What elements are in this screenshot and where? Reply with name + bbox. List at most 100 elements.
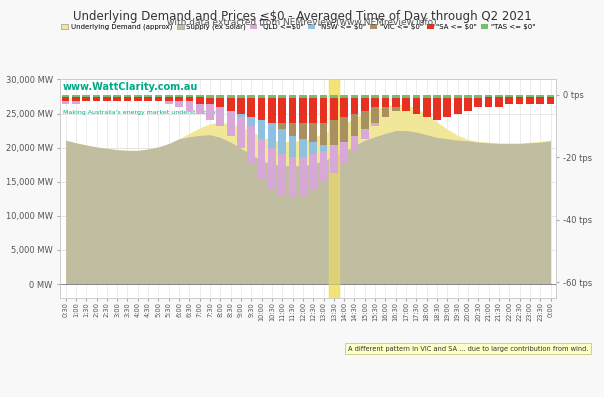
Bar (516, 95, 524, 101)
Bar (443, 95, 451, 101)
Bar (495, 95, 503, 101)
Bar (134, 95, 142, 101)
Bar (464, 95, 472, 111)
Bar (226, 95, 234, 98)
Bar (371, 95, 379, 114)
Bar (103, 95, 111, 101)
Bar (443, 95, 451, 117)
Bar (516, 95, 524, 96)
Bar (155, 95, 162, 101)
Bar (103, 95, 111, 98)
Bar (433, 95, 441, 104)
Bar (124, 95, 131, 98)
Bar (114, 95, 121, 101)
Bar (92, 95, 100, 101)
Bar (103, 95, 111, 98)
Bar (329, 79, 339, 298)
Bar (248, 95, 255, 164)
Bar (72, 95, 80, 98)
Bar (299, 95, 307, 157)
Text: Underlying Demand and Prices ≤$0 - Averaged Time of Day through Q2 2021: Underlying Demand and Prices ≤$0 - Avera… (72, 10, 532, 23)
Bar (423, 95, 431, 101)
Bar (289, 95, 297, 198)
Bar (361, 95, 368, 120)
Bar (474, 95, 482, 104)
Bar (237, 95, 245, 114)
Bar (330, 95, 338, 145)
Bar (392, 95, 400, 111)
Bar (320, 95, 327, 98)
Bar (103, 95, 111, 101)
Bar (124, 95, 131, 101)
Bar (92, 95, 100, 98)
Bar (495, 95, 503, 108)
Bar (237, 95, 245, 148)
Bar (454, 95, 461, 101)
Bar (309, 95, 317, 189)
Bar (516, 95, 524, 104)
Bar (485, 95, 492, 96)
Bar (506, 95, 513, 101)
Bar (506, 95, 513, 104)
Bar (144, 95, 152, 98)
Bar (433, 95, 441, 101)
Bar (72, 95, 80, 101)
Bar (516, 95, 524, 104)
Bar (495, 95, 503, 104)
Bar (547, 95, 554, 101)
Bar (92, 95, 100, 96)
Bar (278, 95, 286, 154)
Bar (216, 95, 224, 108)
Bar (309, 95, 317, 142)
Bar (144, 95, 152, 98)
Bar (144, 95, 152, 96)
Text: A different pattern in VIC and SA ... due to large contribution from wind.: A different pattern in VIC and SA ... du… (348, 346, 588, 352)
Bar (237, 95, 245, 117)
Bar (206, 95, 214, 120)
Bar (443, 95, 451, 104)
Bar (226, 95, 234, 111)
Bar (495, 95, 503, 101)
Bar (320, 95, 327, 182)
Bar (382, 95, 390, 98)
Bar (134, 95, 142, 96)
Bar (536, 95, 544, 101)
Bar (237, 95, 245, 108)
Bar (62, 95, 69, 98)
Bar (248, 95, 255, 117)
Bar (485, 95, 492, 101)
Bar (82, 95, 90, 101)
Text: with data extracted from NEMreview (www.NEMreview.info): with data extracted from NEMreview (www.… (167, 18, 437, 27)
Bar (82, 95, 90, 101)
Bar (350, 95, 358, 126)
Bar (155, 95, 162, 96)
Bar (114, 95, 121, 98)
Bar (248, 95, 255, 126)
Bar (547, 95, 554, 104)
Bar (72, 95, 80, 104)
Bar (155, 95, 162, 101)
Bar (185, 95, 193, 98)
Bar (371, 95, 379, 108)
Bar (506, 95, 513, 104)
Bar (536, 95, 544, 96)
Bar (268, 95, 276, 148)
Bar (258, 95, 266, 98)
Bar (299, 95, 307, 123)
Bar (423, 95, 431, 98)
Bar (278, 95, 286, 195)
Bar (299, 95, 307, 195)
Bar (289, 95, 297, 135)
Bar (340, 95, 348, 164)
Bar (402, 95, 410, 101)
Bar (464, 95, 472, 98)
Bar (114, 95, 121, 101)
Bar (155, 95, 162, 98)
Bar (526, 95, 534, 96)
Bar (340, 95, 348, 135)
Bar (361, 95, 368, 139)
Bar (547, 95, 554, 101)
Bar (216, 95, 224, 126)
Bar (258, 95, 266, 120)
Bar (330, 95, 338, 98)
